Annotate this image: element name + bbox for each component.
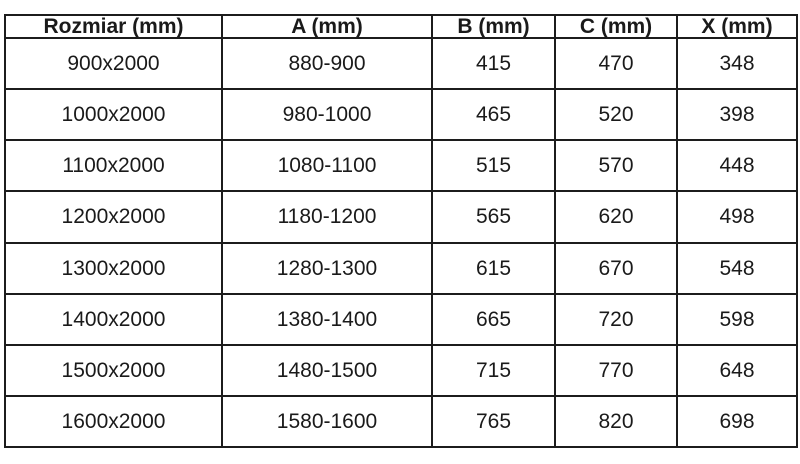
table-row: 1300x2000 1280-1300 615 670 548 (4, 241, 798, 295)
table-cell: 670 (554, 241, 678, 295)
table-cell: 900x2000 (4, 36, 223, 91)
table-cell: 720 (554, 292, 678, 346)
table-cell: 715 (431, 343, 556, 397)
table-cell: 465 (431, 88, 556, 142)
header-cell-c: C (mm) (554, 14, 678, 39)
table-cell: 1200x2000 (4, 190, 223, 244)
table-cell: 570 (554, 139, 678, 193)
table-cell: 1400x2000 (4, 292, 223, 346)
table-cell: 398 (676, 88, 798, 142)
table-row: 900x2000 880-900 415 470 348 (4, 36, 798, 91)
table-cell: 470 (554, 36, 678, 91)
table-cell: 415 (431, 36, 556, 91)
table-cell: 820 (554, 394, 678, 449)
table-cell: 448 (676, 139, 798, 193)
table-cell: 980-1000 (221, 88, 433, 142)
header-cell-rozmiar: Rozmiar (mm) (4, 14, 223, 39)
table-cell: 770 (554, 343, 678, 397)
table-row: 1100x2000 1080-1100 515 570 448 (4, 139, 798, 193)
table-cell: 1080-1100 (221, 139, 433, 193)
table-cell: 515 (431, 139, 556, 193)
table-row: 1200x2000 1180-1200 565 620 498 (4, 190, 798, 244)
table-cell: 665 (431, 292, 556, 346)
table-cell: 620 (554, 190, 678, 244)
table-cell: 565 (431, 190, 556, 244)
header-cell-a: A (mm) (221, 14, 433, 39)
header-cell-x: X (mm) (676, 14, 798, 39)
table-cell: 1180-1200 (221, 190, 433, 244)
table-cell: 698 (676, 394, 798, 449)
table-row: 1400x2000 1380-1400 665 720 598 (4, 292, 798, 346)
table-cell: 598 (676, 292, 798, 346)
table-row: 1500x2000 1480-1500 715 770 648 (4, 343, 798, 397)
header-cell-b: B (mm) (431, 14, 556, 39)
table-cell: 1580-1600 (221, 394, 433, 449)
header-row: Rozmiar (mm) A (mm) B (mm) C (mm) X (mm) (4, 14, 798, 39)
size-specification-table: Rozmiar (mm) A (mm) B (mm) C (mm) X (mm)… (4, 14, 798, 449)
table-cell: 1300x2000 (4, 241, 223, 295)
table-cell: 498 (676, 190, 798, 244)
table-cell: 1100x2000 (4, 139, 223, 193)
table-cell: 1280-1300 (221, 241, 433, 295)
table-cell: 1500x2000 (4, 343, 223, 397)
table-cell: 348 (676, 36, 798, 91)
table-cell: 648 (676, 343, 798, 397)
table-cell: 548 (676, 241, 798, 295)
table-row: 1600x2000 1580-1600 765 820 698 (4, 394, 798, 449)
table-cell: 1000x2000 (4, 88, 223, 142)
table-row: 1000x2000 980-1000 465 520 398 (4, 88, 798, 142)
table-cell: 765 (431, 394, 556, 449)
table-cell: 520 (554, 88, 678, 142)
table-cell: 615 (431, 241, 556, 295)
table-cell: 880-900 (221, 36, 433, 91)
table-cell: 1480-1500 (221, 343, 433, 397)
table-cell: 1600x2000 (4, 394, 223, 449)
table-cell: 1380-1400 (221, 292, 433, 346)
